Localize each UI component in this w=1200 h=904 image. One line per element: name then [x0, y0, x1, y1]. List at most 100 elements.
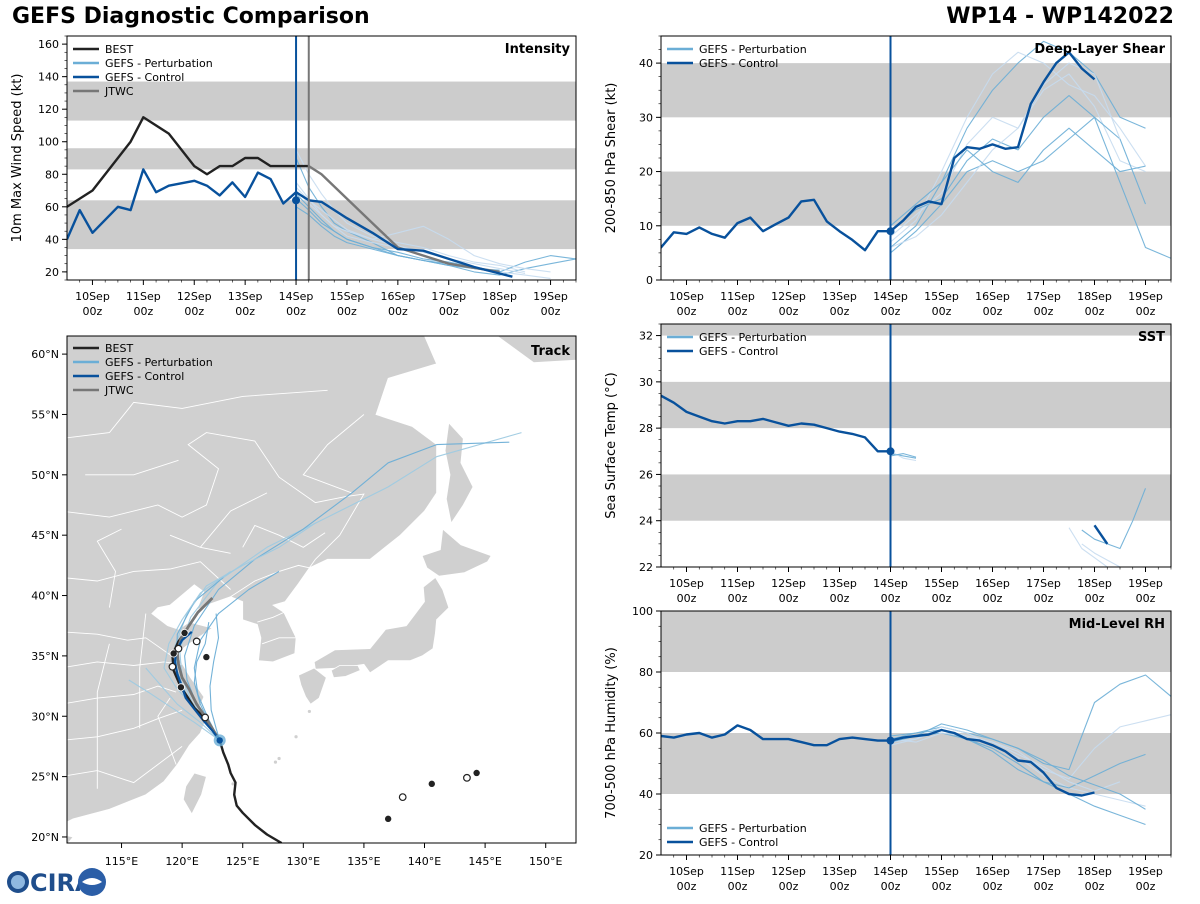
rh-xtick-day: 15Sep: [924, 865, 959, 878]
intensity-ytick-label: 60: [45, 201, 59, 214]
sst-xtick-hour: 00z: [1136, 592, 1156, 605]
sst-xtick-day: 17Sep: [1026, 577, 1061, 590]
track-forecast-point: [463, 773, 471, 782]
sst-xtick-hour: 00z: [779, 592, 799, 605]
sst-xtick-hour: 00z: [677, 592, 697, 605]
shear-plot-area: [661, 36, 1171, 280]
sst-xtick-hour: 00z: [1085, 592, 1105, 605]
shikoku-island: [330, 665, 361, 679]
intensity-perturbation-line: [295, 149, 526, 273]
rh-xtick-hour: 00z: [881, 880, 901, 893]
shear-band: [661, 171, 1171, 226]
rh-xtick-day: 12Sep: [771, 865, 806, 878]
sst-ytick-label: 26: [639, 468, 653, 481]
sst-perturbation-line: [890, 450, 917, 462]
shear-xtick-hour: 00z: [779, 305, 799, 318]
cira-logo: CIRA: [7, 868, 106, 897]
boundary-line: [67, 389, 328, 439]
taiwan-island: [182, 772, 207, 815]
shear-xtick-hour: 00z: [881, 305, 901, 318]
boundary-line: [67, 709, 183, 741]
track-plot-area: [67, 336, 576, 843]
shear-xtick-day: 11Sep: [720, 290, 755, 303]
rh-panel-title: Mid-Level RH: [1069, 617, 1165, 632]
sst-ytick-label: 30: [639, 376, 653, 389]
cira-logo-globe-inner-icon: [11, 875, 25, 889]
track-lat-label: 30°N: [31, 710, 59, 723]
sst-ylabel: Sea Surface Temp (°C): [604, 372, 619, 519]
shear-ytick-label: 0: [646, 274, 653, 287]
sst-plot-area: [661, 324, 1171, 567]
sst-ytick-label: 32: [639, 330, 653, 343]
sst-xtick-day: 19Sep: [1128, 577, 1163, 590]
track-best-point: [169, 649, 178, 658]
sst-xtick-day: 12Sep: [771, 577, 806, 590]
track-lon-label: 150°E: [529, 855, 562, 868]
shear-xtick-hour: 00z: [1034, 305, 1054, 318]
track-perturbation-line: [128, 679, 221, 741]
shear-current-marker: [886, 227, 895, 236]
ryukyu-island: [294, 735, 298, 739]
rh-xtick-day: 19Sep: [1128, 865, 1163, 878]
boundary-line: [199, 492, 268, 548]
intensity-legend-label: GEFS - Control: [105, 71, 184, 84]
sst-panel: 22 24 26 28 30 32 10Sep 00z 11Sep 00z 12Sep 00z 13Se…: [604, 323, 1172, 605]
track-frame: [66, 335, 577, 844]
sst-xtick-day: 13Sep: [822, 577, 857, 590]
intensity-xtick-day: 14Sep: [279, 290, 314, 303]
shear-legend-label: GEFS - Control: [699, 57, 778, 70]
boundary-line: [67, 432, 365, 569]
intensity-xtick-day: 18Sep: [482, 290, 517, 303]
shear-ylabel: 200-850 hPa Shear (kt): [604, 83, 619, 234]
track-panel-title: Track: [531, 344, 570, 359]
intensity-band: [67, 148, 576, 170]
sst-perturbation-line: [890, 453, 917, 459]
shear-xtick-hour: 00z: [830, 305, 850, 318]
sst-perturbation-line: [1081, 488, 1147, 550]
shear-xtick-day: 15Sep: [924, 290, 959, 303]
sst-frame: [660, 323, 1172, 568]
honshu-island: [313, 576, 450, 674]
boundary-line: [302, 414, 365, 494]
shear-band: [661, 63, 1171, 118]
shear-ytick-label: 20: [639, 166, 653, 179]
boundary-line: [96, 528, 122, 608]
rh-ylabel: 700-500 hPa Humidity (%): [604, 647, 619, 819]
shear-xtick-day: 16Sep: [975, 290, 1010, 303]
kyushu-island: [298, 667, 327, 705]
intensity-ytick-label: 20: [45, 266, 59, 279]
sst-control-line: [661, 394, 891, 453]
boundary-line: [242, 524, 326, 548]
sst-xtick-hour: 00z: [983, 592, 1003, 605]
boundary-line: [96, 643, 110, 789]
intensity-xtick-day: 19Sep: [533, 290, 568, 303]
intensity-xtick-day: 15Sep: [330, 290, 365, 303]
track-best-line: [171, 632, 283, 843]
rh-xtick-day: 10Sep: [669, 865, 704, 878]
rh-xtick-hour: 00z: [983, 880, 1003, 893]
track-lon-label: 120°E: [165, 855, 198, 868]
boundary-line: [67, 561, 231, 590]
intensity-xtick-hour: 00z: [541, 305, 561, 318]
intensity-xtick-hour: 00z: [439, 305, 459, 318]
shear-xtick-day: 19Sep: [1128, 290, 1163, 303]
shear-xtick-hour: 00z: [677, 305, 697, 318]
rh-xtick-hour: 00z: [830, 880, 850, 893]
intensity-panel-title: Intensity: [505, 42, 571, 57]
track-lat-label: 60°N: [31, 348, 59, 361]
sst-legend-label: GEFS - Control: [699, 345, 778, 358]
ryukyu-island: [231, 782, 235, 786]
track-best-point: [427, 779, 436, 788]
track-perturbation-line: [179, 432, 522, 741]
boundary-line: [169, 534, 231, 554]
shear-xtick-day: 17Sep: [1026, 290, 1061, 303]
sst-xtick-hour: 00z: [1034, 592, 1054, 605]
intensity-best-line: [67, 116, 309, 209]
rh-band: [661, 611, 1171, 672]
intensity-xtick-hour: 00z: [286, 305, 306, 318]
track-lon-label: 130°E: [287, 855, 320, 868]
sst-ytick-label: 24: [639, 515, 653, 528]
shear-ytick-label: 40: [639, 57, 653, 70]
intensity-ytick-label: 160: [38, 38, 59, 51]
